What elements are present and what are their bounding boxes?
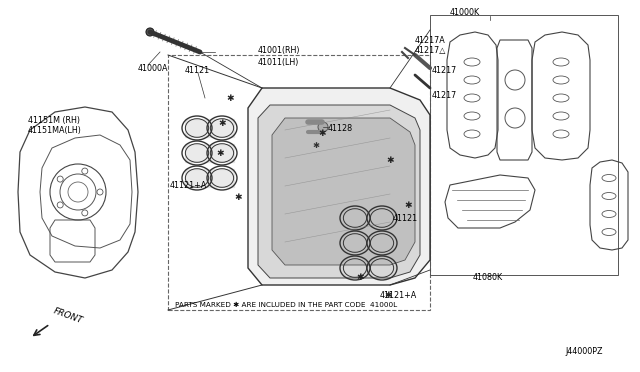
Text: ✱: ✱ <box>227 93 234 103</box>
Text: 41151M (RH): 41151M (RH) <box>28 115 80 125</box>
Text: ✱: ✱ <box>312 141 319 150</box>
Polygon shape <box>272 118 415 265</box>
Text: ✱: ✱ <box>318 128 326 138</box>
Text: 41001(RH): 41001(RH) <box>258 45 301 55</box>
Text: 41217: 41217 <box>432 65 457 74</box>
Text: 41217△: 41217△ <box>415 45 446 55</box>
Circle shape <box>146 28 154 36</box>
Text: 41217: 41217 <box>432 90 457 99</box>
Text: ✱: ✱ <box>218 119 226 128</box>
Text: 41128: 41128 <box>328 124 353 132</box>
Text: 41000K: 41000K <box>450 7 480 16</box>
Text: 41000A: 41000A <box>138 64 168 73</box>
Text: ✱: ✱ <box>216 148 224 157</box>
Text: 41011(LH): 41011(LH) <box>258 58 300 67</box>
Circle shape <box>318 122 328 132</box>
Text: 41121: 41121 <box>185 65 210 74</box>
Text: 41121+A: 41121+A <box>170 180 207 189</box>
Bar <box>168 55 430 310</box>
Text: ✱: ✱ <box>404 201 412 209</box>
Text: 41151MA(LH): 41151MA(LH) <box>28 125 82 135</box>
Text: PARTS MARKED ✱ ARE INCLUDED IN THE PART CODE  41000L: PARTS MARKED ✱ ARE INCLUDED IN THE PART … <box>175 302 397 308</box>
Bar <box>430 15 618 275</box>
Text: FRONT: FRONT <box>52 306 84 325</box>
Text: ✱: ✱ <box>384 291 392 299</box>
Text: ✱: ✱ <box>234 192 242 202</box>
Polygon shape <box>248 88 430 285</box>
Text: ✱: ✱ <box>387 155 394 164</box>
Text: J44000PZ: J44000PZ <box>565 347 602 356</box>
Polygon shape <box>258 105 420 278</box>
Text: 41121: 41121 <box>393 214 418 222</box>
Text: 41217A: 41217A <box>415 35 445 45</box>
Text: 41121+A: 41121+A <box>380 291 417 299</box>
Text: ✱: ✱ <box>356 273 364 282</box>
Text: 41080K: 41080K <box>473 273 503 282</box>
